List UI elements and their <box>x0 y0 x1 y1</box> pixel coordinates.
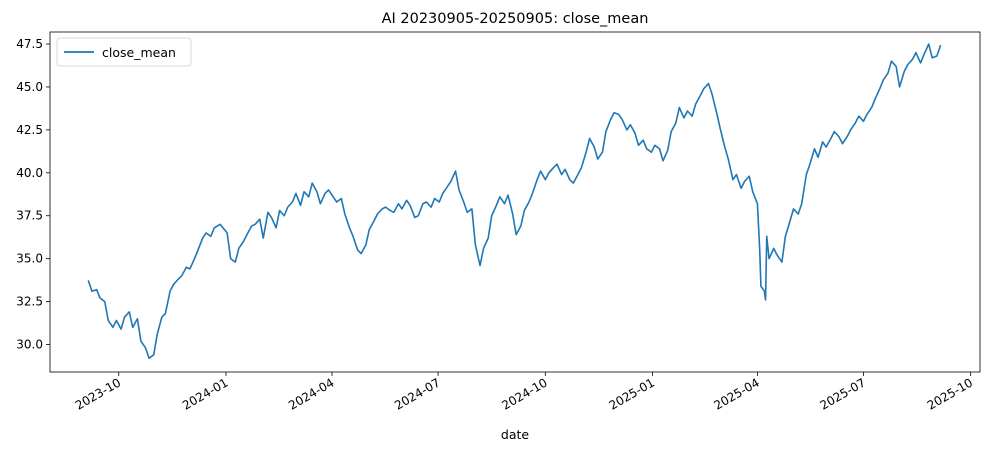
y-tick-label: 42.5 <box>16 123 43 137</box>
x-axis: 2023-10 2024-01 2024-04 2024-07 2024-10 2025-… <box>73 372 975 413</box>
x-tick-label: 2025-01 <box>607 375 657 412</box>
x-tick-label: 2024-10 <box>499 375 549 412</box>
y-tick-label: 47.5 <box>16 37 43 51</box>
y-tick-label: 30.0 <box>16 338 43 352</box>
y-axis: 30.0 32.5 35.0 37.5 40.0 42.5 45.0 47.5 <box>16 37 50 352</box>
x-tick-label: 2024-07 <box>392 375 442 412</box>
plot-area <box>49 31 981 373</box>
y-tick-label: 40.0 <box>16 166 43 180</box>
x-tick-label: 2023-10 <box>73 375 123 412</box>
x-axis-label: date <box>501 427 529 442</box>
series-layer <box>87 43 942 360</box>
y-tick-label: 37.5 <box>16 209 43 223</box>
legend: close_mean <box>56 37 192 67</box>
x-tick-label: 2024-04 <box>286 375 336 412</box>
y-tick-label: 45.0 <box>16 80 43 94</box>
y-tick-label: 32.5 <box>16 295 43 309</box>
x-tick-label: 2025-10 <box>925 375 975 412</box>
legend-box <box>56 37 192 67</box>
x-tick-label: 2025-07 <box>818 375 868 412</box>
series-line-close_mean <box>87 43 942 360</box>
x-tick-label: 2025-04 <box>711 375 761 412</box>
y-tick-label: 35.0 <box>16 252 43 266</box>
axes-frame <box>49 31 981 373</box>
x-tick-label: 2024-01 <box>180 375 230 412</box>
legend-label: close_mean <box>102 45 176 60</box>
chart-title: AI 20230905-20250905: close_mean <box>382 11 649 27</box>
